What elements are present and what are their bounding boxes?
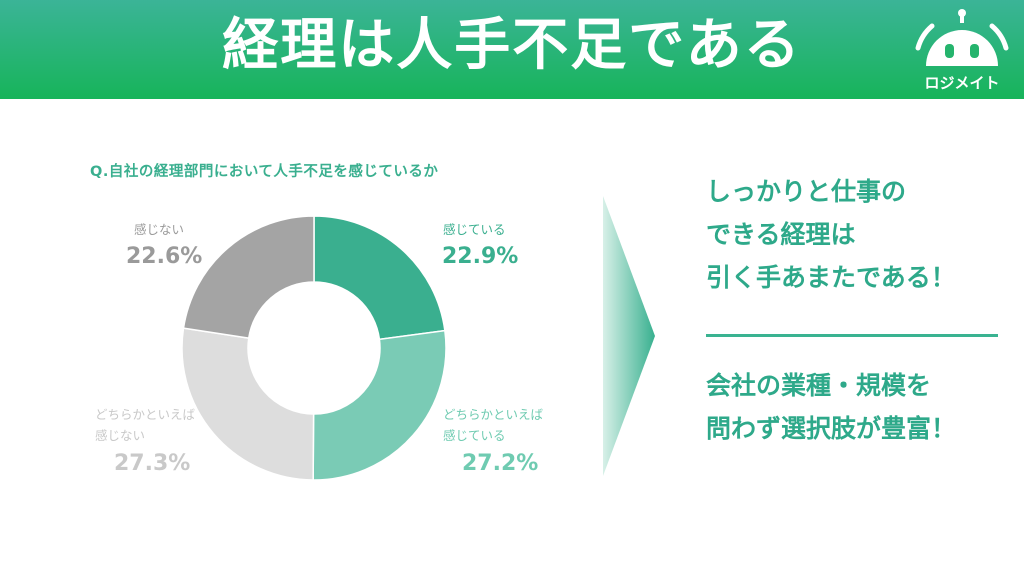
divider xyxy=(706,334,998,337)
slice-label-line: どちらかといえば xyxy=(95,407,196,422)
slice-label-kanjinai: 感じない xyxy=(134,219,184,240)
slice-label-dochira-kanjinai: どちらかといえば 感じない xyxy=(95,404,195,446)
slice-label-line: 感じている xyxy=(443,428,506,443)
logo-text: ロジメイト xyxy=(924,74,1000,92)
donut-slice-kanjiteiru xyxy=(313,215,446,341)
chevron-right-icon xyxy=(603,196,655,476)
slice-value-kanjiteiru: 22.9% xyxy=(442,244,519,269)
logo: ロジメイト xyxy=(912,8,1012,96)
page-title: 経理は人手不足である xyxy=(222,13,802,78)
message-line: 引く手あまたである！ xyxy=(706,263,956,292)
survey-question: Q.自社の経理部門において人手不足を感じているか xyxy=(90,164,439,180)
donut-slice-dochira-kanjiteiru xyxy=(312,329,447,481)
robot-logo-icon xyxy=(915,9,1009,66)
slice-label-line: 感じない xyxy=(134,222,185,237)
message-top: しっかりと仕事の できる経理は 引く手あまたである！ xyxy=(706,170,956,299)
message-line: 会社の業種・規模を xyxy=(706,371,932,400)
header-banner: 経理は人手不足である ロジメイト xyxy=(0,0,1024,99)
slice-label-line: 感じている xyxy=(443,222,506,237)
message-line: 問わず選択肢が豊富！ xyxy=(706,414,957,443)
donut-slice-kanjinai xyxy=(182,215,315,339)
slice-value-dochira-kanjiteiru: 27.2% xyxy=(462,451,539,476)
slice-label-line: 感じない xyxy=(95,428,146,443)
slice-label-line: どちらかといえば xyxy=(443,407,544,422)
message-line: できる経理は xyxy=(706,220,856,249)
message-bottom: 会社の業種・規模を 問わず選択肢が豊富！ xyxy=(706,364,956,450)
slice-value-dochira-kanjinai: 27.3% xyxy=(114,451,191,476)
slice-value-kanjinai: 22.6% xyxy=(126,244,203,269)
message-line: しっかりと仕事の xyxy=(706,177,907,206)
donut-slice-dochira-kanjinai xyxy=(181,327,315,481)
slice-label-kanjiteiru: 感じている xyxy=(443,219,506,240)
slice-label-dochira-kanjiteiru: どちらかといえば 感じている xyxy=(443,404,543,446)
